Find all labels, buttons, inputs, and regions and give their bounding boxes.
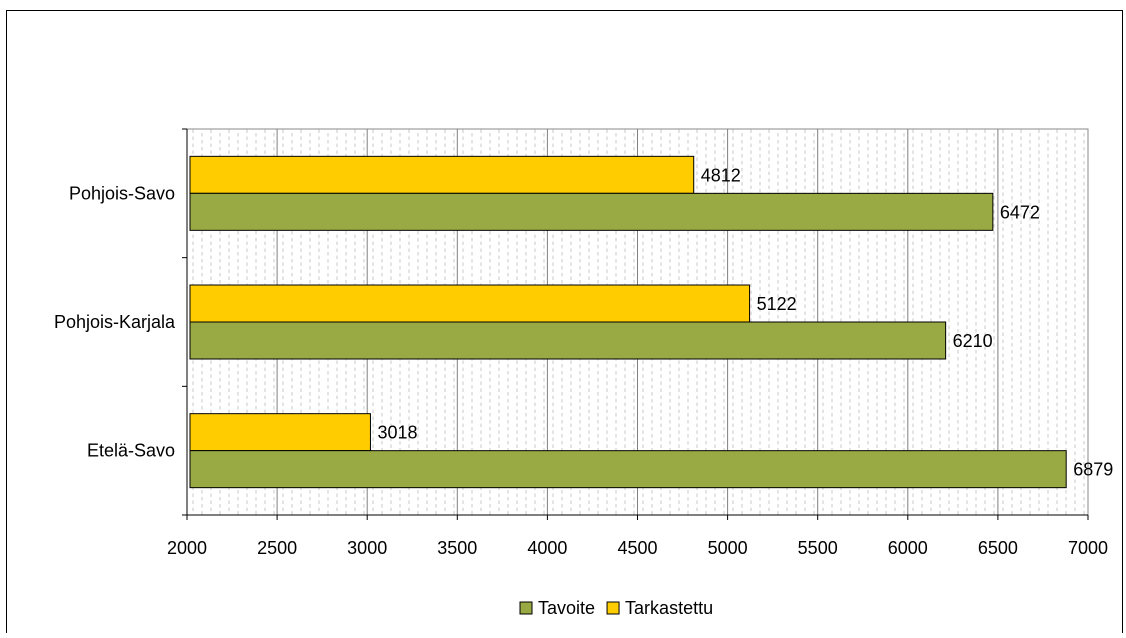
legend-label: Tarkastettu: [625, 598, 713, 618]
legend-swatch: [606, 601, 620, 615]
data-label: 6472: [1000, 202, 1040, 222]
data-label: 3018: [377, 423, 417, 443]
x-tick-label: 4500: [617, 538, 657, 558]
x-tick-label: 3500: [437, 538, 477, 558]
x-tick-label: 5500: [798, 538, 838, 558]
data-label: 6210: [953, 331, 993, 351]
legend-label: Tavoite: [538, 598, 595, 618]
legend-swatch: [519, 601, 533, 615]
bar-tarkastettu[interactable]: [189, 284, 751, 323]
x-tick-label: 4000: [527, 538, 567, 558]
x-tick-label: 7000: [1068, 538, 1108, 558]
bar-tavoite[interactable]: [189, 192, 994, 231]
x-tick-label: 2000: [167, 538, 207, 558]
bar-tarkastettu[interactable]: [189, 413, 371, 452]
bar-tarkastettu[interactable]: [189, 155, 695, 194]
x-tick-label: 6500: [978, 538, 1018, 558]
x-tick-label: 2500: [257, 538, 297, 558]
x-tick-label: 3000: [347, 538, 387, 558]
x-tick-label: 5000: [708, 538, 748, 558]
category-label: Etelä-Savo: [87, 441, 175, 461]
data-label: 6879: [1073, 460, 1113, 480]
chart-border: [6, 10, 1123, 638]
data-label: 4812: [701, 165, 741, 185]
category-label: Pohjois-Savo: [69, 183, 175, 203]
bar-tavoite[interactable]: [189, 321, 947, 360]
x-tick-label: 6000: [888, 538, 928, 558]
bar-tavoite[interactable]: [189, 450, 1067, 489]
data-label: 5122: [757, 294, 797, 314]
category-label: Pohjois-Karjala: [54, 312, 176, 332]
